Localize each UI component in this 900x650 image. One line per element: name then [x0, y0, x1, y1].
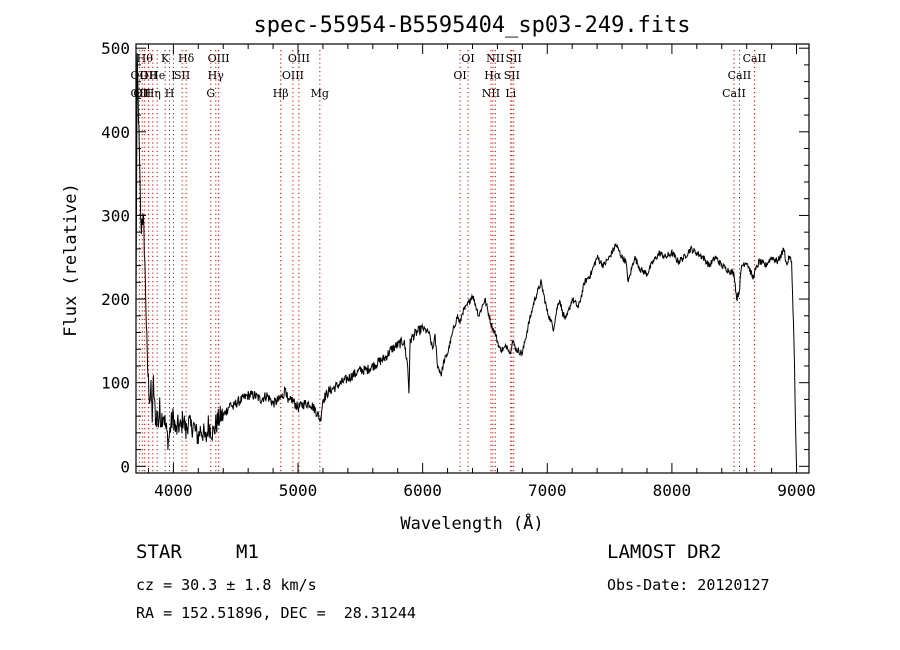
x-tick-label: 7000: [528, 481, 567, 500]
spectral-line-label: CaII: [728, 69, 752, 82]
spectral-line-label: OII: [131, 87, 149, 100]
y-tick-label: 200: [101, 290, 130, 309]
y-tick-label: 100: [101, 374, 130, 393]
spectral-line-label: OIII: [282, 69, 304, 82]
x-tick-label: 5000: [279, 481, 318, 500]
spectral-line-label: NII: [482, 87, 500, 100]
spectral-line-label: OII: [131, 69, 149, 82]
y-axis-label: Flux (relative): [61, 183, 81, 337]
coordinates: RA = 152.51896, DEC = 28.31244: [136, 604, 416, 622]
spectral-line-label: Hη: [145, 87, 161, 100]
spectral-line-label: OIII: [208, 52, 230, 65]
plot-frame: [135, 43, 810, 474]
spectral-line-label: CaII: [722, 87, 746, 100]
spectral-line-label: OII: [140, 69, 158, 82]
y-tick-label: 500: [101, 39, 130, 58]
object-subclass: M1: [236, 541, 259, 563]
spectral-line-label: Hβ: [273, 87, 289, 100]
spectrum-series: [135, 53, 797, 467]
spectral-line-label: Hγ: [208, 69, 225, 82]
x-tick-label: 4000: [154, 481, 193, 500]
y-tick-label: 300: [101, 206, 130, 225]
spectral-line-label: Mg: [311, 87, 329, 100]
y-tick-label: 400: [101, 123, 130, 142]
plot-border: [135, 43, 810, 474]
x-tick-label: 6000: [403, 481, 442, 500]
spectral-line-label: G: [206, 87, 215, 100]
y-tick-label: 0: [120, 457, 130, 476]
spectral-line-label: OI: [453, 69, 466, 82]
spectral-line-label: Li: [505, 87, 516, 100]
spectral-line-markers: OIIOIIOIIHθOIIHηHeKHISIIHδGHγOIIIHβOIIIO…: [131, 50, 767, 473]
spectral-line-label: K: [161, 52, 170, 65]
x-tick-label: 9000: [777, 481, 816, 500]
chart-title: spec-55954-B5595404_sp03-249.fits: [253, 13, 690, 38]
survey-name: LAMOST DR2: [607, 541, 722, 563]
spectrum-line: [135, 53, 797, 467]
redshift-cz: cz = 30.3 ± 1.8 km/s: [136, 576, 317, 594]
spectral-line-label: Hα: [484, 69, 502, 82]
axis-ticks: 4000 5000 6000 7000 8000 9000 0 100 200 300 400 500: [101, 39, 816, 500]
spectral-line-label: Hθ: [137, 52, 154, 65]
observation-date: Obs-Date: 20120127: [607, 576, 770, 594]
spectral-line-label: OIII: [288, 52, 310, 65]
spectral-line-label: He: [149, 69, 165, 82]
x-axis-label: Wavelength (Å): [400, 512, 543, 534]
spectral-line-label: CaII: [743, 52, 767, 65]
spectral-line-label: OI: [461, 52, 474, 65]
spectral-line-label: SII: [506, 52, 522, 65]
object-class: STAR: [136, 541, 182, 563]
spectral-line-label: H: [165, 87, 175, 100]
spectral-line-label: SII: [174, 69, 190, 82]
spectral-line-label: Hδ: [178, 52, 195, 65]
spectral-line-label: NII: [486, 52, 504, 65]
spectral-line-label: SII: [504, 69, 520, 82]
x-tick-label: 8000: [653, 481, 692, 500]
spectral-line-label: I: [171, 69, 175, 82]
